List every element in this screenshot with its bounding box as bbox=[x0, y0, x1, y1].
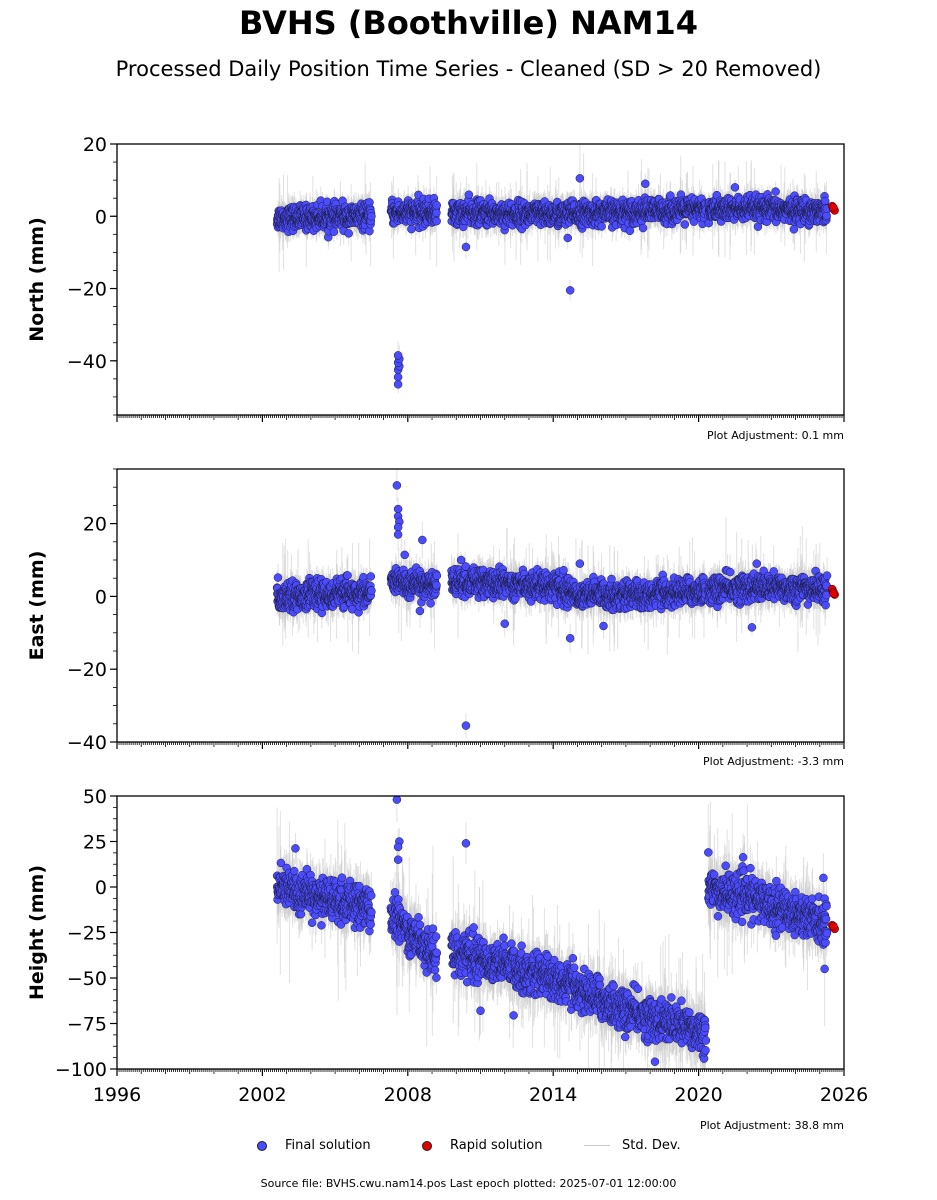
final-solution-point bbox=[461, 242, 471, 252]
std-dev-bars bbox=[276, 144, 828, 394]
final-solution-point bbox=[575, 174, 585, 183]
chart-title: BVHS (Boothville) NAM14 bbox=[238, 4, 699, 42]
final-solution-point bbox=[432, 216, 441, 226]
y-tick-label: −20 bbox=[67, 279, 107, 301]
final-solution-point bbox=[464, 190, 474, 199]
final-solution-points bbox=[272, 174, 839, 389]
panel-0: 20 0 −20 −40 North (mm) bbox=[26, 134, 845, 422]
final-solution-point bbox=[344, 229, 353, 238]
y-tick-label: −40 bbox=[67, 351, 107, 373]
final-solution-point bbox=[680, 220, 690, 229]
y-tick-label: 20 bbox=[83, 134, 107, 156]
final-solution-point bbox=[393, 351, 403, 360]
final-solution-point bbox=[789, 225, 799, 234]
final-solution-point bbox=[563, 233, 572, 243]
rapid-solution-point bbox=[829, 203, 838, 212]
final-solution-point bbox=[329, 227, 339, 237]
final-solution-point bbox=[638, 223, 648, 233]
y-axis-label: North (mm) bbox=[26, 217, 48, 342]
final-solution-point bbox=[367, 211, 376, 221]
final-solution-point bbox=[432, 208, 441, 218]
final-solution-point bbox=[407, 224, 416, 234]
y-tick-label: 0 bbox=[95, 206, 107, 228]
final-solution-point bbox=[432, 201, 441, 210]
final-solution-point bbox=[393, 380, 403, 389]
final-solution-point bbox=[666, 191, 675, 200]
final-solution-point bbox=[641, 179, 650, 188]
final-solution-point bbox=[565, 286, 575, 295]
final-solution-point bbox=[730, 183, 740, 192]
final-solution-point bbox=[393, 372, 403, 382]
chart-subtitle: Processed Daily Position Time Series - C… bbox=[115, 57, 822, 81]
final-solution-point bbox=[597, 222, 606, 231]
final-solution-point bbox=[771, 187, 780, 196]
